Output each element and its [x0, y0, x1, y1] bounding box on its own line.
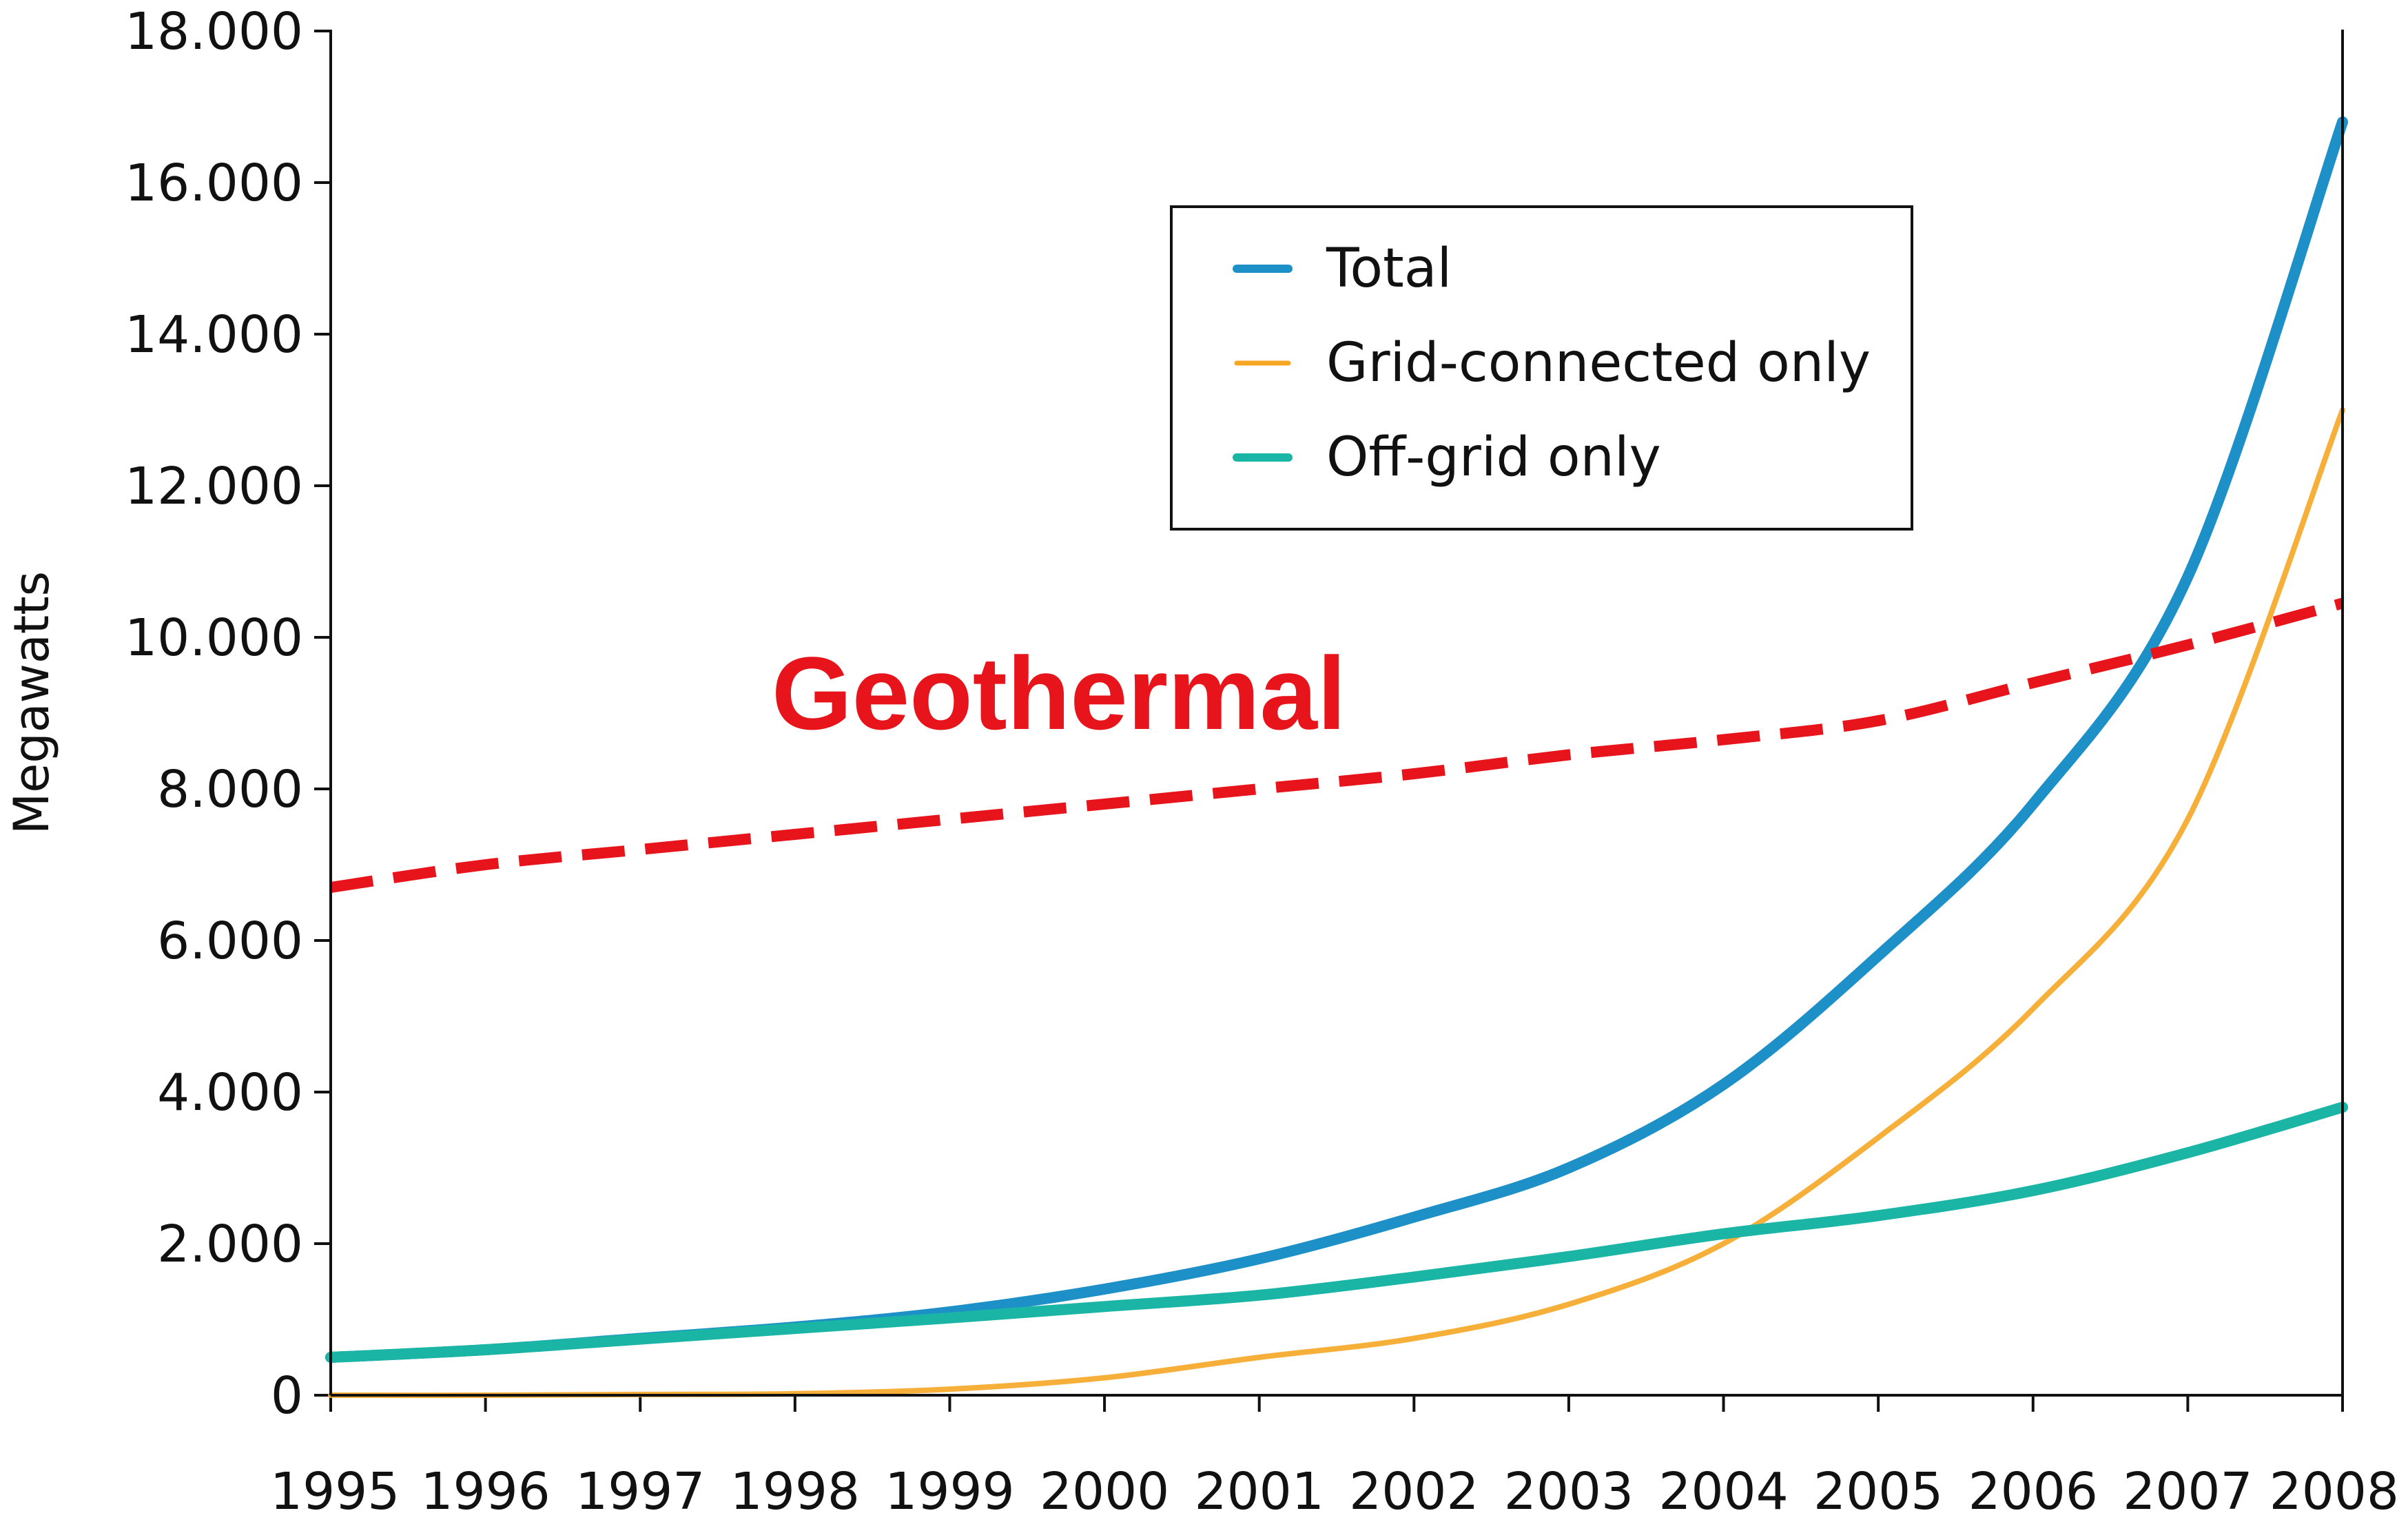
x-tick-label: 2003: [1504, 1462, 1634, 1521]
x-tick-label: 2006: [1968, 1462, 2098, 1521]
y-tick-label: 12.000: [125, 457, 303, 516]
x-tick-label: 1996: [420, 1462, 550, 1521]
geothermal-label: Geothermal: [772, 635, 1346, 751]
y-tick-label: 6.000: [157, 912, 303, 971]
x-tick-label: 1995: [270, 1462, 400, 1521]
y-tick-label: 2.000: [157, 1215, 303, 1274]
y-tick-label: 14.000: [125, 305, 303, 364]
y-tick-label: 4.000: [157, 1063, 303, 1122]
x-tick-label: 1999: [885, 1462, 1014, 1521]
y-tick-label: 0: [271, 1366, 303, 1426]
x-tick-label: 2000: [1040, 1462, 1169, 1521]
y-tick-label: 18.000: [125, 2, 303, 61]
x-tick-label: 1997: [575, 1462, 705, 1521]
x-tick-label: 2005: [1813, 1462, 1943, 1521]
y-tick-label: 16.000: [125, 154, 303, 213]
x-tick-label: 2004: [1658, 1462, 1788, 1521]
legend-label-grid-connected-only: Grid-connected only: [1326, 332, 1871, 394]
y-tick-label: 10.000: [125, 608, 303, 668]
y-tick-label: 8.000: [157, 760, 303, 819]
x-tick-label: 2007: [2123, 1462, 2252, 1521]
legend-label-total: Total: [1326, 238, 1452, 300]
legend-label-off-grid-only: Off-grid only: [1326, 426, 1661, 489]
x-tick-label: 2008: [2270, 1462, 2399, 1521]
y-axis-title: Megawatts: [3, 571, 60, 834]
x-tick-label: 2002: [1349, 1462, 1479, 1521]
x-tick-label: 1998: [730, 1462, 860, 1521]
legend: Total Grid-connected only Off-grid only: [1171, 207, 1912, 529]
x-tick-label: 2001: [1195, 1462, 1324, 1521]
